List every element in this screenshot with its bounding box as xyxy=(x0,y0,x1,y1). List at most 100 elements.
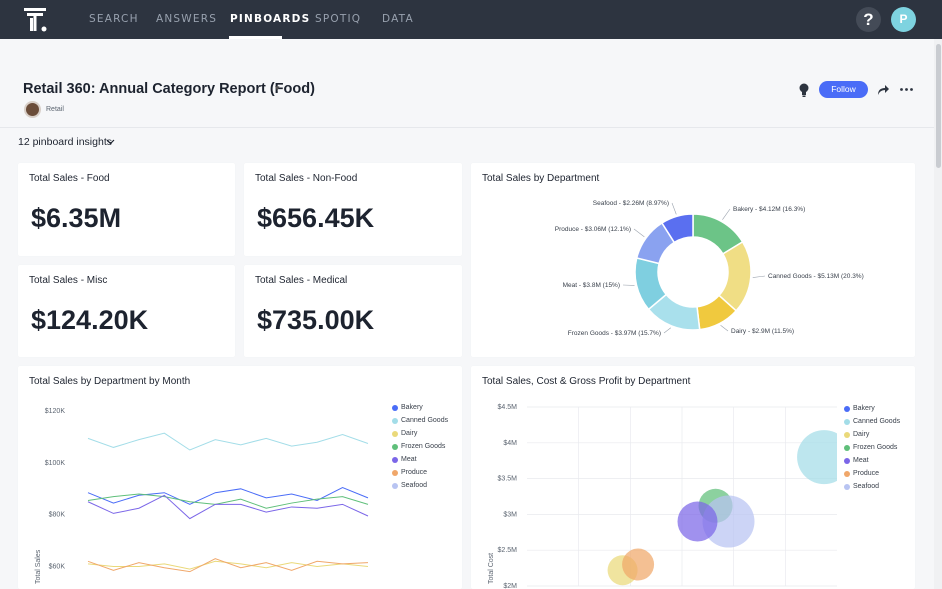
legend-item[interactable]: Frozen Goods xyxy=(853,444,898,451)
active-tab-indicator xyxy=(229,36,282,39)
pinboard-insights-toggle[interactable]: 12 pinboard insights xyxy=(18,136,112,148)
legend-item[interactable]: Bakery xyxy=(401,404,423,411)
legend-swatch xyxy=(392,431,398,437)
slice-leader-line xyxy=(720,325,729,332)
slice-label: Frozen Goods - $3.97M (15.7%) xyxy=(568,330,661,337)
legend-swatch xyxy=(392,418,398,424)
bubble[interactable] xyxy=(677,501,718,542)
chart-title: Total Sales by Department by Month xyxy=(29,376,191,387)
slice-leader-line xyxy=(752,275,766,278)
legend-swatch xyxy=(392,470,398,476)
bubble-chart-card[interactable]: Total Sales, Cost & Gross Profit by Depa… xyxy=(471,366,915,589)
line-chart: $120K $100K $80K $60K Total Sales xyxy=(35,408,369,584)
help-button[interactable]: ? xyxy=(856,7,881,32)
kpi-title: Total Sales - Food xyxy=(29,173,110,184)
user-avatar-button[interactable]: P xyxy=(891,7,916,32)
top-nav-bar: SEARCH ANSWERS PINBOARDS SPOTIQ DATA ? P xyxy=(0,0,942,39)
nav-pinboards[interactable]: PINBOARDS xyxy=(230,13,311,25)
y-tick-label: $4.5M xyxy=(498,404,518,411)
legend-item[interactable]: Produce xyxy=(853,470,880,477)
legend-swatch xyxy=(844,445,850,451)
nav-spotiq[interactable]: SPOTIQ xyxy=(315,13,362,25)
y-axis-label: Total Sales xyxy=(35,549,42,584)
bubble[interactable] xyxy=(622,548,655,581)
more-options-icon[interactable] xyxy=(899,82,914,97)
slice-leader-line xyxy=(633,228,645,238)
y-tick-label: $120K xyxy=(45,408,66,415)
series-line[interactable] xyxy=(87,560,369,570)
share-icon[interactable] xyxy=(875,82,890,97)
series-line[interactable] xyxy=(87,558,369,573)
bubble[interactable] xyxy=(702,495,755,548)
scrollbar-thumb[interactable] xyxy=(936,44,941,168)
slice-label: Seafood - $2.26M (8.97%) xyxy=(593,200,669,207)
series-line[interactable] xyxy=(87,494,369,520)
y-tick-label: $60K xyxy=(49,563,66,570)
kpi-value: $656.45K xyxy=(257,203,375,233)
legend-item[interactable]: Seafood xyxy=(401,482,428,489)
kpi-card-medical[interactable]: Total Sales - Medical $735.00K xyxy=(244,265,462,357)
slice-leader-line xyxy=(671,202,677,215)
legend-swatch xyxy=(392,483,398,489)
kpi-title: Total Sales - Non-Food xyxy=(255,173,358,184)
y-tick-label: $3.5M xyxy=(498,476,518,483)
series-line[interactable] xyxy=(87,493,369,509)
bubble[interactable] xyxy=(797,430,851,485)
slice-leader-line xyxy=(722,208,731,220)
y-tick-label: $3M xyxy=(503,511,517,518)
thoughtspot-logo-icon[interactable] xyxy=(24,8,48,32)
series-line[interactable] xyxy=(87,432,369,451)
line-chart-card[interactable]: Total Sales by Department by Month $120K… xyxy=(18,366,462,589)
nav-search[interactable]: SEARCH xyxy=(89,13,139,25)
scrollbar-track[interactable] xyxy=(934,39,942,589)
slice-label: Bakery - $4.12M (16.3%) xyxy=(733,206,805,213)
title-menu-chevron-icon[interactable]: ▾ xyxy=(275,83,280,93)
legend-swatch xyxy=(844,419,850,425)
slice-label: Meat - $3.8M (15%) xyxy=(563,282,620,289)
y-tick-label: $2M xyxy=(503,583,517,589)
chart-title: Total Sales by Department xyxy=(482,173,600,184)
kpi-value: $6.35M xyxy=(31,203,122,233)
follow-button[interactable]: Follow xyxy=(819,81,868,98)
kpi-card-misc[interactable]: Total Sales - Misc $124.20K xyxy=(18,265,235,357)
author-name: Retail xyxy=(46,106,64,113)
legend-item[interactable]: Frozen Goods xyxy=(401,443,446,450)
slice-label: Produce - $3.06M (12.1%) xyxy=(555,226,631,233)
legend-swatch xyxy=(844,458,850,464)
y-tick-label: $2.5M xyxy=(498,547,518,554)
legend-swatch xyxy=(844,406,850,412)
nav-answers[interactable]: ANSWERS xyxy=(156,13,218,25)
kpi-card-food[interactable]: Total Sales - Food $6.35M xyxy=(18,163,235,256)
kpi-title: Total Sales - Misc xyxy=(29,275,108,286)
y-tick-label: $80K xyxy=(49,512,66,519)
legend-item[interactable]: Canned Goods xyxy=(853,418,901,425)
slice-leader-line xyxy=(663,327,672,334)
legend-item[interactable]: Bakery xyxy=(853,405,875,412)
legend-item[interactable]: Dairy xyxy=(853,431,870,438)
kpi-title: Total Sales - Medical xyxy=(255,275,348,286)
y-tick-label: $4M xyxy=(503,440,517,447)
legend-item[interactable]: Meat xyxy=(853,457,869,464)
lightbulb-icon[interactable] xyxy=(797,82,811,98)
nav-data[interactable]: DATA xyxy=(382,13,414,25)
bubble-chart: $4.5M $4M $3.5M $3M $2.5M $2M Total Cost xyxy=(488,404,851,589)
legend-swatch xyxy=(844,432,850,438)
legend-swatch xyxy=(392,457,398,463)
donut-chart-card[interactable]: Total Sales by Department Bakery - $4.12… xyxy=(471,163,915,357)
legend-item[interactable]: Produce xyxy=(401,469,428,476)
kpi-card-non-food[interactable]: Total Sales - Non-Food $656.45K xyxy=(244,163,462,256)
legend-swatch xyxy=(392,444,398,450)
donut-chart: Bakery - $4.12M (16.3%) Canned Goods - $5… xyxy=(555,200,864,337)
legend-item[interactable]: Canned Goods xyxy=(401,417,449,424)
legend-item[interactable]: Dairy xyxy=(401,430,418,437)
chevron-down-icon[interactable] xyxy=(106,137,115,146)
legend-item[interactable]: Meat xyxy=(401,456,417,463)
header-divider xyxy=(0,127,942,128)
donut-slice[interactable] xyxy=(660,213,694,244)
author-avatar xyxy=(24,101,41,118)
legend-swatch xyxy=(392,405,398,411)
legend-item[interactable]: Seafood xyxy=(853,483,880,490)
pinboard-title: Retail 360: Annual Category Report (Food… xyxy=(23,81,315,97)
kpi-value: $735.00K xyxy=(257,305,375,335)
slice-label: Canned Goods - $5.13M (20.3%) xyxy=(768,273,864,280)
